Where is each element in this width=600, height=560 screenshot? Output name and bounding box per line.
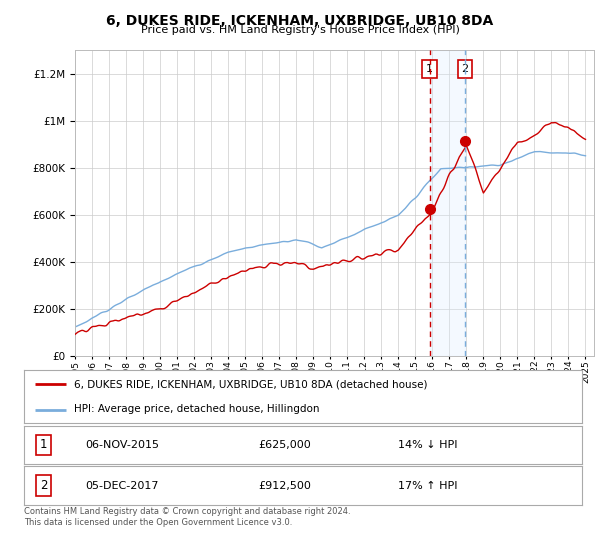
Text: 05-DEC-2017: 05-DEC-2017 (85, 480, 159, 491)
Text: Price paid vs. HM Land Registry's House Price Index (HPI): Price paid vs. HM Land Registry's House … (140, 25, 460, 35)
Text: 2: 2 (461, 64, 469, 74)
Text: 2: 2 (40, 479, 47, 492)
Text: 06-NOV-2015: 06-NOV-2015 (85, 440, 160, 450)
Text: 14% ↓ HPI: 14% ↓ HPI (398, 440, 457, 450)
Text: Contains HM Land Registry data © Crown copyright and database right 2024.
This d: Contains HM Land Registry data © Crown c… (24, 507, 350, 527)
Text: 6, DUKES RIDE, ICKENHAM, UXBRIDGE, UB10 8DA: 6, DUKES RIDE, ICKENHAM, UXBRIDGE, UB10 … (106, 14, 494, 28)
Text: 17% ↑ HPI: 17% ↑ HPI (398, 480, 457, 491)
Text: 1: 1 (40, 438, 47, 451)
Bar (430, 50, 465, 356)
Text: £625,000: £625,000 (259, 440, 311, 450)
Text: £912,500: £912,500 (259, 480, 311, 491)
Text: 1: 1 (426, 64, 433, 74)
Text: HPI: Average price, detached house, Hillingdon: HPI: Average price, detached house, Hill… (74, 404, 320, 414)
Text: 6, DUKES RIDE, ICKENHAM, UXBRIDGE, UB10 8DA (detached house): 6, DUKES RIDE, ICKENHAM, UXBRIDGE, UB10 … (74, 380, 428, 390)
